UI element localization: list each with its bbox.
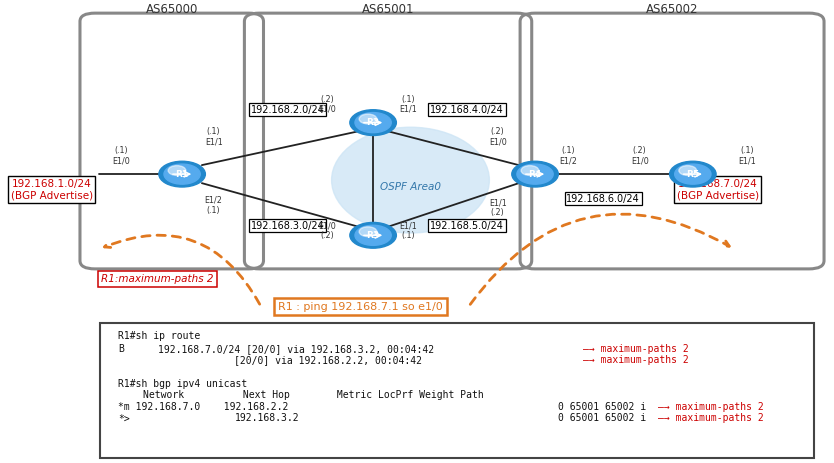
Text: (.2)
E1/0: (.2) E1/0 [631,146,649,165]
Text: R4: R4 [529,169,541,179]
Circle shape [355,113,391,133]
Text: E1/1
(.2): E1/1 (.2) [489,198,506,218]
Text: E1/1
(.1): E1/1 (.1) [399,221,417,240]
Text: E1/0
(.2): E1/0 (.2) [319,221,336,240]
Text: (.1)
E1/1: (.1) E1/1 [738,146,756,165]
Text: 192.168.1.0/24
(BGP Advertise): 192.168.1.0/24 (BGP Advertise) [11,179,93,200]
Text: R2: R2 [367,118,379,127]
Text: 192.168.5.0/24: 192.168.5.0/24 [430,221,504,231]
Text: (.1)
E1/2: (.1) E1/2 [560,146,577,165]
Text: AS65000: AS65000 [146,3,198,16]
Circle shape [355,225,391,245]
Text: 192.168.3.2: 192.168.3.2 [234,413,299,423]
Text: [20/0] via 192.168.2.2, 00:04:42: [20/0] via 192.168.2.2, 00:04:42 [234,356,423,365]
Text: R1:maximum-paths 2: R1:maximum-paths 2 [101,274,214,284]
Text: —→ maximum-paths 2: —→ maximum-paths 2 [658,402,764,412]
Text: R1#sh ip route: R1#sh ip route [118,331,200,341]
Text: 192.168.2.0/24: 192.168.2.0/24 [251,105,324,115]
Text: R3: R3 [367,231,379,240]
Circle shape [679,166,696,175]
FancyBboxPatch shape [100,323,814,458]
Text: 0 65001 65002 i: 0 65001 65002 i [558,413,646,423]
Text: B: B [118,344,124,354]
Text: AS65002: AS65002 [646,3,698,16]
Text: —→ maximum-paths 2: —→ maximum-paths 2 [658,413,764,423]
Text: R1 : ping 192.168.7.1 so e1/0: R1 : ping 192.168.7.1 so e1/0 [279,301,443,312]
Text: (.1)
E1/0: (.1) E1/0 [113,146,130,165]
Ellipse shape [332,127,490,233]
Text: 192.168.4.0/24: 192.168.4.0/24 [430,105,504,115]
Circle shape [517,164,553,184]
Circle shape [168,166,186,175]
Text: OSPF Area0: OSPF Area0 [380,182,441,192]
Text: (.2)
E1/0: (.2) E1/0 [319,94,336,114]
Circle shape [164,164,200,184]
Circle shape [359,227,377,237]
Text: 192.168.6.0/24: 192.168.6.0/24 [566,194,640,204]
Circle shape [158,161,205,187]
Circle shape [521,166,539,175]
Circle shape [675,164,711,184]
Text: 0 65001 65002 i: 0 65001 65002 i [558,402,646,412]
Circle shape [349,222,396,248]
Text: (.1)
E1/1: (.1) E1/1 [205,127,223,146]
Circle shape [512,161,558,187]
Text: *>: *> [118,413,130,423]
Text: —→ maximum-paths 2: —→ maximum-paths 2 [583,344,689,354]
Text: R1: R1 [175,169,188,179]
Text: 192.168.7.0/24
(BGP Advertise): 192.168.7.0/24 (BGP Advertise) [676,179,759,200]
Text: —→ maximum-paths 2: —→ maximum-paths 2 [583,356,689,365]
Text: R5: R5 [686,169,700,179]
Circle shape [359,114,377,124]
Text: 192.168.7.0/24 [20/0] via 192.168.3.2, 00:04:42: 192.168.7.0/24 [20/0] via 192.168.3.2, 0… [158,344,435,354]
Text: Network          Next Hop        Metric LocPrf Weight Path: Network Next Hop Metric LocPrf Weight Pa… [143,390,484,400]
Text: (.1)
E1/1: (.1) E1/1 [399,94,417,114]
Circle shape [670,161,716,187]
Text: (.2)
E1/0: (.2) E1/0 [489,127,506,146]
Text: AS65001: AS65001 [362,3,414,16]
Circle shape [349,110,396,136]
Text: *m 192.168.7.0    192.168.2.2: *m 192.168.7.0 192.168.2.2 [118,402,289,412]
Text: E1/2
(.1): E1/2 (.1) [204,196,223,215]
Text: R1#sh bgp ipv4 unicast: R1#sh bgp ipv4 unicast [118,379,248,389]
Text: 192.168.3.0/24: 192.168.3.0/24 [251,221,324,231]
